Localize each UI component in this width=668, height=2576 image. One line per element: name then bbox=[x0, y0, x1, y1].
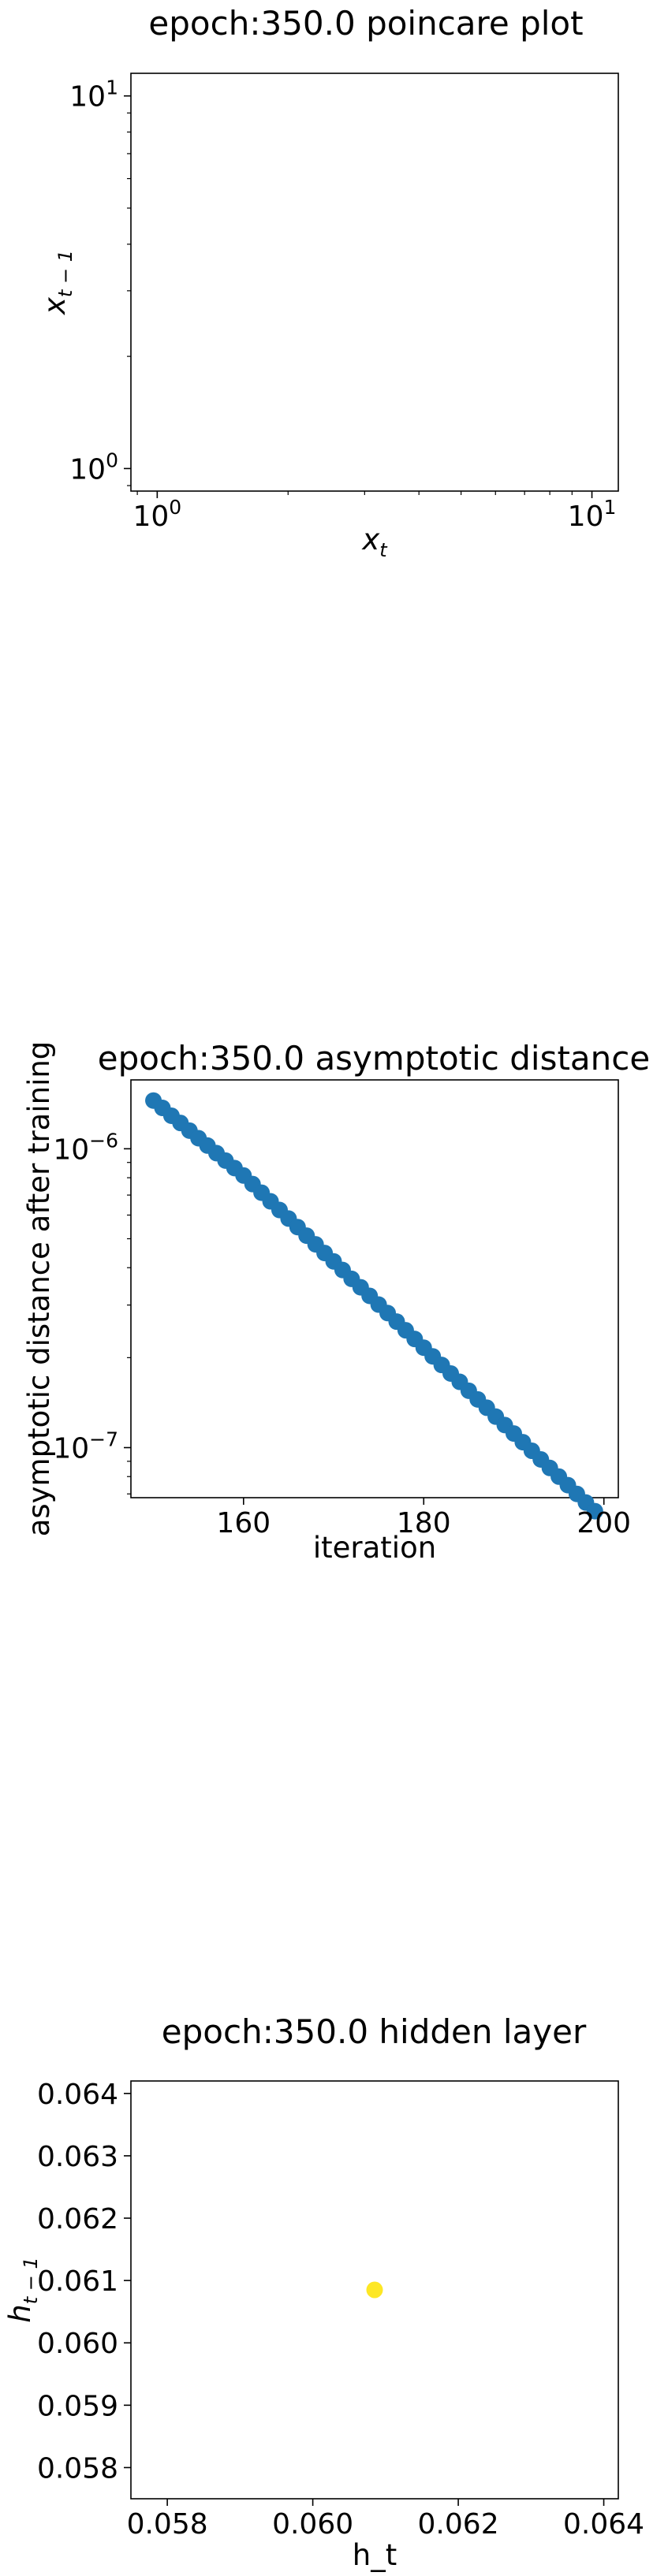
y-tick-label: 0.061 bbox=[37, 2265, 118, 2298]
x-axis-label: xt bbox=[361, 523, 388, 561]
y-tick-label: 10−6 bbox=[53, 1129, 118, 1166]
y-tick-label: 10−7 bbox=[53, 1428, 118, 1465]
poincare-plot-chart: epoch:350.0 poincare plot 100 101 100101 … bbox=[38, 4, 619, 561]
y-axis: 10−6 10−7 bbox=[53, 1129, 131, 1495]
x-tick-label: 100 bbox=[132, 496, 181, 533]
plot-frame bbox=[130, 73, 619, 492]
x-tick-label: 200 bbox=[577, 1507, 631, 1539]
x-axis: 100 101 bbox=[132, 491, 616, 533]
x-tick-label: 101 bbox=[568, 496, 617, 533]
y-tick-label: 0.058 bbox=[37, 2452, 118, 2485]
asymptotic-distance-chart: epoch:350.0 asymptotic distance 160 180 20… bbox=[22, 1039, 650, 1565]
data-points bbox=[145, 1092, 603, 1520]
x-axis: 160 180 200 bbox=[216, 1498, 631, 1539]
x-tick-label: 0.058 bbox=[127, 2508, 208, 2541]
data-point bbox=[586, 1502, 603, 1520]
y-axis: 100 101 bbox=[69, 76, 131, 486]
chart-title: epoch:350.0 poincare plot bbox=[148, 4, 583, 43]
y-axis-label: asymptotic distance after training bbox=[22, 1041, 56, 1537]
y-tick-label: 101 bbox=[69, 76, 118, 114]
y-axis-label: ht − 1 bbox=[3, 2257, 42, 2323]
y-tick-label: 0.062 bbox=[37, 2203, 118, 2235]
data-point bbox=[366, 2281, 383, 2299]
y-tick-label: 0.059 bbox=[37, 2390, 118, 2422]
chart-title: epoch:350.0 asymptotic distance bbox=[98, 1039, 650, 1078]
x-tick-label: 0.064 bbox=[563, 2508, 644, 2541]
x-tick-label: 0.060 bbox=[272, 2508, 353, 2541]
y-tick-label: 0.064 bbox=[37, 2079, 118, 2111]
x-tick-label: 180 bbox=[397, 1507, 451, 1539]
plot-frame bbox=[130, 1079, 619, 1498]
y-tick-label: 0.060 bbox=[37, 2328, 118, 2360]
x-axis-label: iteration bbox=[313, 1531, 436, 1565]
chart-title: epoch:350.0 hidden layer bbox=[162, 2012, 587, 2051]
y-tick-label: 0.063 bbox=[37, 2141, 118, 2173]
x-axis: 0.058 0.060 0.062 0.064 bbox=[127, 2499, 644, 2541]
y-axis-label: xt − 1 bbox=[38, 250, 77, 315]
y-axis: 0.058 0.059 0.060 0.061 0.062 0.063 0.064 bbox=[37, 2079, 131, 2485]
hidden-layer-chart: epoch:350.0 hidden layer 0.058 0.060 0.062… bbox=[3, 2012, 644, 2572]
x-axis-label: h_t bbox=[353, 2538, 397, 2572]
x-tick-label: 0.062 bbox=[418, 2508, 499, 2541]
x-tick-label: 160 bbox=[216, 1507, 271, 1539]
data-points bbox=[366, 2281, 383, 2299]
y-tick-label: 100 bbox=[69, 449, 118, 486]
plot-frame bbox=[130, 2080, 619, 2500]
